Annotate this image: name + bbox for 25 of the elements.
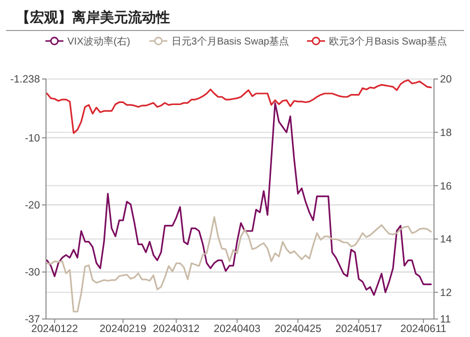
legend-label: 日元3个月Basis Swap基点 <box>171 36 290 48</box>
line-series <box>46 102 432 296</box>
y-tick-label: -10 <box>24 132 40 144</box>
chart-title: 【宏观】离岸美元流动性 <box>16 9 170 25</box>
x-tick-label: 20240219 <box>100 323 147 335</box>
x-tick-label: 20240611 <box>400 323 447 335</box>
legend-label: 欧元3个月Basis Swap基点 <box>329 36 447 48</box>
y-tick-label: -1.238 <box>10 74 40 86</box>
y-tick-label: -30 <box>24 266 40 279</box>
legend-label: VIX波动率(右) <box>67 36 130 48</box>
x-tick-label: 20240122 <box>31 323 78 335</box>
x-tick-label: 20240517 <box>335 323 382 335</box>
x-tick-label: 20240403 <box>214 323 261 335</box>
y2-tick-label: 12 <box>440 287 452 300</box>
y-tick-label: -20 <box>24 200 40 212</box>
y2-tick-label: 11 <box>440 314 452 326</box>
y2-tick-label: 14 <box>440 234 452 246</box>
x-tick-label: 20240425 <box>274 323 322 335</box>
line-series <box>46 79 432 134</box>
y2-tick-label: 18 <box>440 127 452 140</box>
line-series <box>46 216 432 312</box>
y2-tick-label: 20 <box>440 74 452 86</box>
x-tick-label: 20240312 <box>152 323 200 335</box>
y2-tick-label: 16 <box>440 180 452 192</box>
y-tick-label: -37 <box>24 314 40 326</box>
